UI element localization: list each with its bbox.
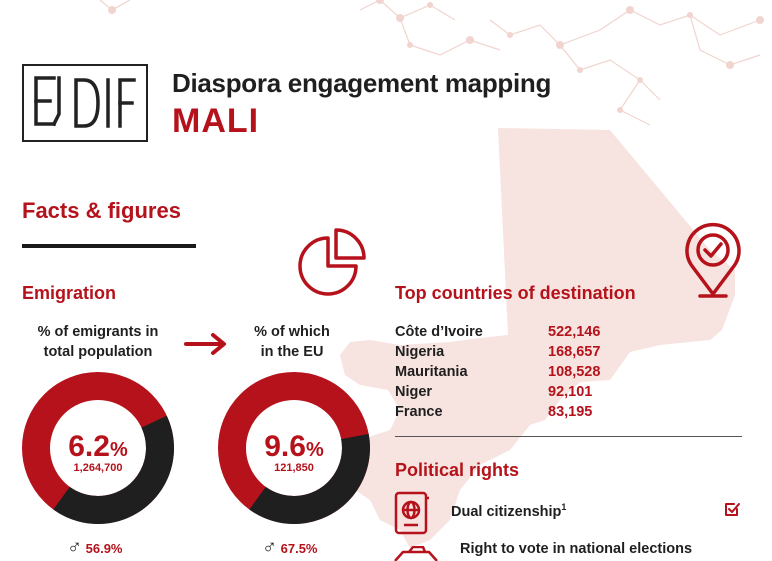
destinations-list: Côte d’Ivoire 522,146 Nigeria 168,657 Ma… <box>395 322 695 422</box>
emigrants-donut-chart <box>22 372 174 524</box>
list-item: Côte d’Ivoire 522,146 <box>395 322 695 342</box>
dual-citizenship-text: Dual citizenship <box>451 503 562 520</box>
emigrants-percent: 6.2 <box>68 430 110 463</box>
eu-label: % of which in the EU <box>222 322 362 362</box>
eu-label-line1: % of which <box>254 324 330 340</box>
passport-icon <box>394 491 429 535</box>
destination-country: France <box>395 404 443 420</box>
dual-citizenship-label: Dual citizenship1 <box>451 502 566 520</box>
eu-count: 121,850 <box>274 462 314 474</box>
emigrants-donut: 6.2% 1,264,700 <box>22 372 174 524</box>
arrow-right-icon <box>184 333 226 355</box>
location-pin-icon <box>685 223 741 298</box>
destination-country: Côte d’Ivoire <box>395 324 483 340</box>
eu-donut-chart <box>218 372 370 524</box>
destination-country: Mauritania <box>395 364 468 380</box>
eu-donut-dark-arc <box>218 372 370 524</box>
emigrants-label-line1: % of emigrants in <box>37 324 159 340</box>
emigrants-label: % of emigrants in total population <box>25 322 171 362</box>
list-item: France 83,195 <box>395 402 695 422</box>
political-rights-heading: Political rights <box>395 460 520 480</box>
pie-chart-icon <box>298 228 366 296</box>
footnote-marker: 1 <box>561 502 567 512</box>
emigrants-male-value: 56.9% <box>85 541 123 556</box>
eudif-logo-mark <box>34 76 136 128</box>
ballot-icon <box>394 546 438 561</box>
eudif-logo <box>22 64 148 142</box>
page-title: Diaspora engagement mapping <box>172 68 552 98</box>
emigrants-count: 1,264,700 <box>73 462 123 474</box>
emigrants-label-line2: total population <box>43 344 153 360</box>
network-pattern <box>99 0 764 126</box>
destinations-heading: Top countries of destination <box>395 283 636 303</box>
emigrants-male-share: ♂ 56.9% <box>67 536 123 559</box>
destination-value: 522,146 <box>548 324 601 340</box>
country-name: MALI <box>172 102 260 140</box>
eu-male-value: 67.5% <box>280 541 318 556</box>
emigrants-percent-sign: % <box>109 439 128 461</box>
eu-male-share: ♂ 67.5% <box>262 536 318 559</box>
emigration-heading: Emigration <box>22 283 117 303</box>
destination-value: 83,195 <box>548 404 593 420</box>
eu-donut: 9.6% 121,850 <box>218 372 370 524</box>
emigrants-donut-dark-arc <box>22 372 174 524</box>
list-item: Mauritania 108,528 <box>395 362 695 382</box>
destination-country: Nigeria <box>395 344 445 360</box>
destination-value: 92,101 <box>548 384 593 400</box>
destination-value: 108,528 <box>548 364 601 380</box>
male-icon: ♂ <box>262 536 277 558</box>
mali-map-silhouette <box>340 128 735 548</box>
emigrants-donut-text: 6.2% 1,264,700 <box>22 430 174 474</box>
eu-donut-text: 9.6% 121,850 <box>218 430 370 474</box>
destination-country: Niger <box>395 384 433 400</box>
section-divider <box>395 436 742 437</box>
checkbox-icon <box>725 503 740 516</box>
facts-heading: Facts & figures <box>22 198 181 223</box>
male-icon: ♂ <box>67 536 82 558</box>
eu-percent: 9.6 <box>264 430 306 463</box>
eu-label-line2: in the EU <box>260 344 324 360</box>
list-item: Niger 92,101 <box>395 382 695 402</box>
eu-percent-sign: % <box>305 439 324 461</box>
list-item: Nigeria 168,657 <box>395 342 695 362</box>
facts-rule <box>22 244 196 248</box>
destination-value: 168,657 <box>548 344 601 360</box>
vote-right-label: Right to vote in national elections <box>460 541 693 557</box>
